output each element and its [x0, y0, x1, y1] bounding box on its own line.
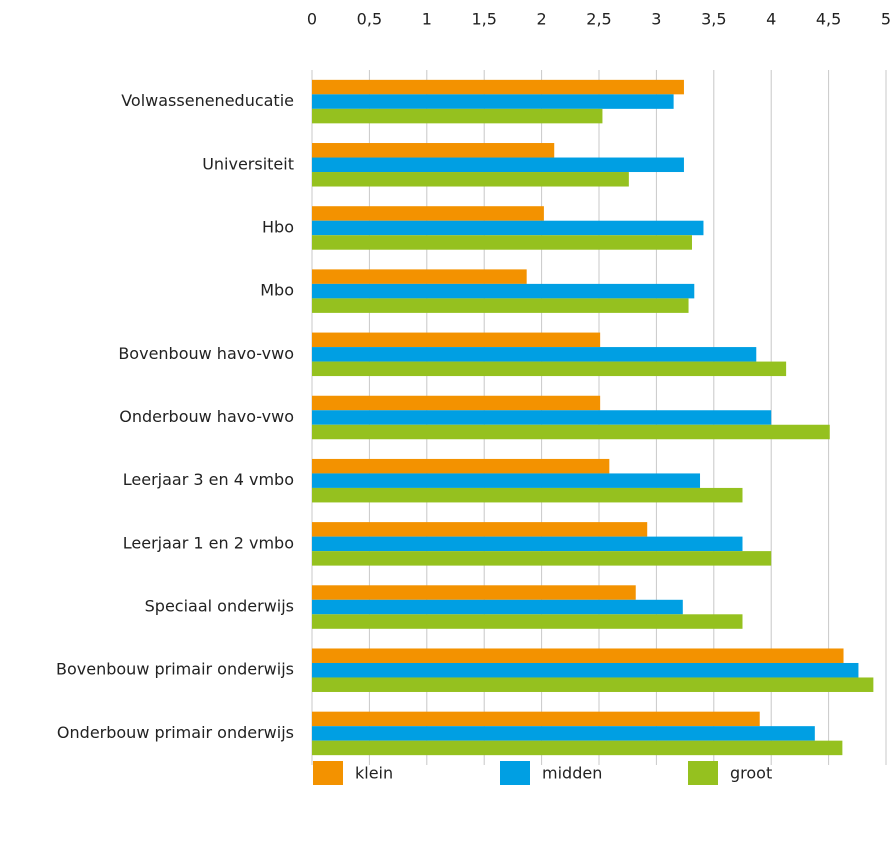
bar [312, 94, 674, 109]
bar [312, 269, 527, 284]
bar [312, 599, 683, 615]
bar [312, 711, 760, 727]
x-tick-label: 4,5 [816, 10, 841, 29]
bar [312, 614, 743, 629]
bar [312, 410, 772, 425]
y-tick-label: Leerjaar 3 en 4 vmbo [123, 470, 294, 489]
y-tick-label: Onderbouw havo-vwo [119, 407, 294, 426]
bar [312, 551, 772, 566]
bar [312, 424, 830, 440]
y-tick-label: Onderbouw primair onderwijs [57, 723, 294, 742]
y-tick-label: Universiteit [202, 154, 294, 173]
bar [312, 108, 603, 124]
bar [312, 487, 743, 503]
bar [312, 79, 684, 95]
y-tick-label: Leerjaar 1 en 2 vmbo [123, 533, 294, 552]
bar [312, 235, 692, 250]
y-tick-label: Speciaal onderwijs [145, 597, 294, 616]
bar [312, 332, 601, 348]
legend-label: midden [542, 764, 602, 783]
legend-swatch [313, 761, 343, 785]
bar [312, 648, 844, 663]
bar [312, 726, 815, 741]
x-tick-label: 1,5 [471, 10, 496, 29]
legend-label: groot [730, 764, 772, 783]
bar [312, 220, 704, 236]
y-tick-label: Bovenbouw primair onderwijs [56, 660, 294, 679]
bar [312, 677, 874, 692]
bar [312, 536, 743, 552]
legend-swatch [688, 761, 718, 785]
x-tick-label: 2 [537, 10, 547, 29]
y-tick-label: Hbo [262, 217, 294, 236]
bar [312, 473, 701, 488]
bar [312, 172, 629, 187]
x-tick-label: 3 [651, 10, 661, 29]
x-tick-label: 3,5 [701, 10, 726, 29]
bar [312, 662, 859, 678]
x-tick-label: 2,5 [586, 10, 611, 29]
y-tick-label: Volwasseneneducatie [121, 91, 294, 110]
bar [312, 740, 843, 756]
bar [312, 347, 757, 362]
bar [312, 298, 689, 313]
bar [312, 361, 787, 377]
x-tick-label: 5 [881, 10, 891, 29]
bar [312, 283, 695, 299]
x-tick-label: 1 [422, 10, 432, 29]
bar [312, 157, 684, 173]
x-tick-label: 4 [766, 10, 776, 29]
bar [312, 395, 601, 411]
bar [312, 206, 544, 221]
bar [312, 585, 636, 600]
legend-label: klein [355, 764, 393, 783]
legend-swatch [500, 761, 530, 785]
bar [312, 458, 610, 474]
bar [312, 522, 648, 537]
x-tick-label: 0 [307, 10, 317, 29]
x-tick-label: 0,5 [357, 10, 382, 29]
bar [312, 143, 555, 158]
y-tick-label: Bovenbouw havo-vwo [118, 344, 294, 363]
y-tick-label: Mbo [260, 281, 294, 300]
